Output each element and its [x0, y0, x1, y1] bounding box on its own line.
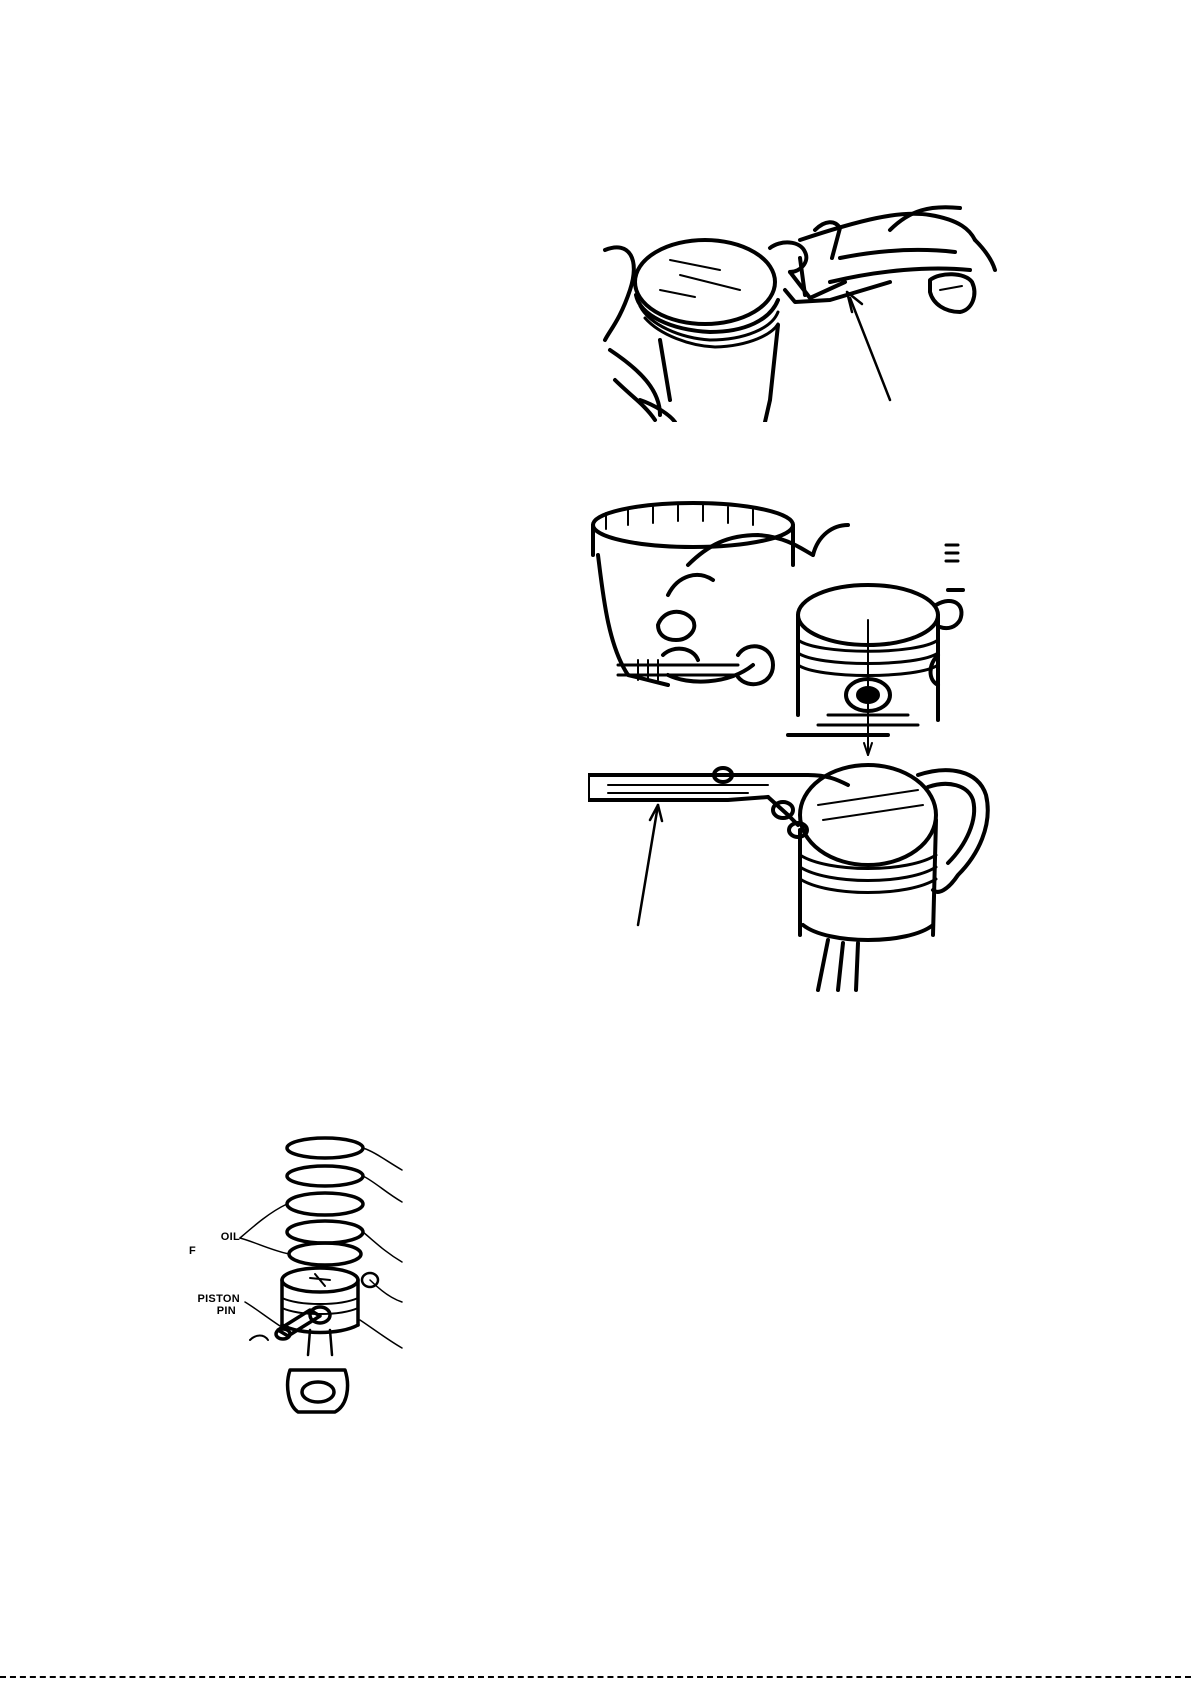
oil-ring-rail-lower — [287, 1241, 363, 1267]
ring-expander-drawing — [603, 205, 997, 422]
ring-expander-figure — [600, 200, 1000, 422]
ring-compressor-figure — [588, 495, 998, 995]
oil-ring-expander — [285, 1219, 365, 1245]
top-ring — [285, 1136, 365, 1160]
piston-label: PISTON — [197, 1293, 240, 1305]
pin-label: PIN — [216, 1305, 236, 1317]
oil-label-line2: F — [188, 1245, 196, 1257]
oil-ring-rail-upper — [285, 1191, 365, 1217]
piston-exploded-drawing — [239, 1136, 403, 1414]
second-ring — [285, 1164, 365, 1188]
piston-exploded-figure: OIL F PISTON PIN — [170, 1130, 420, 1420]
page-bottom-border — [0, 1676, 1191, 1678]
ring-compressor-drawing — [588, 501, 990, 992]
oil-label: OIL — [220, 1231, 240, 1243]
